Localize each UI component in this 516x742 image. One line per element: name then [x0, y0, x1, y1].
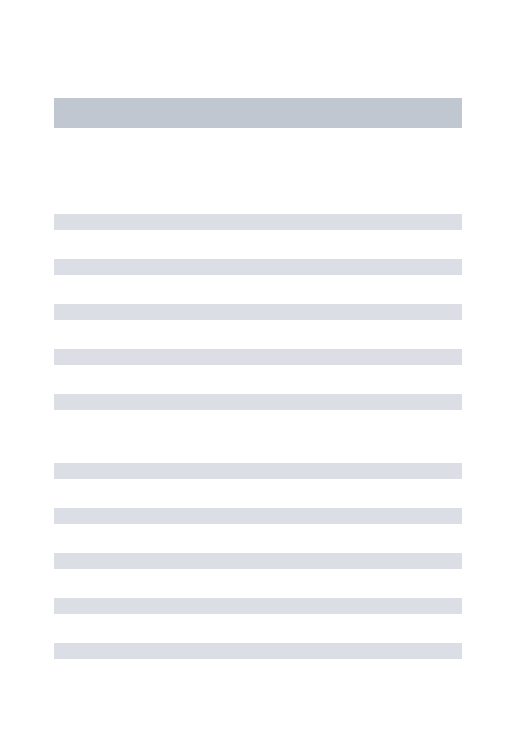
text-line-placeholder [54, 643, 462, 659]
section-2 [54, 463, 462, 659]
section-gap [54, 439, 462, 463]
text-line-placeholder [54, 304, 462, 320]
document-skeleton [0, 0, 516, 742]
title-placeholder-bar [54, 98, 462, 128]
text-line-placeholder [54, 553, 462, 569]
text-line-placeholder [54, 463, 462, 479]
text-line-placeholder [54, 508, 462, 524]
text-line-placeholder [54, 598, 462, 614]
text-line-placeholder [54, 214, 462, 230]
text-line-placeholder [54, 394, 462, 410]
text-line-placeholder [54, 349, 462, 365]
text-line-placeholder [54, 259, 462, 275]
section-1 [54, 214, 462, 410]
